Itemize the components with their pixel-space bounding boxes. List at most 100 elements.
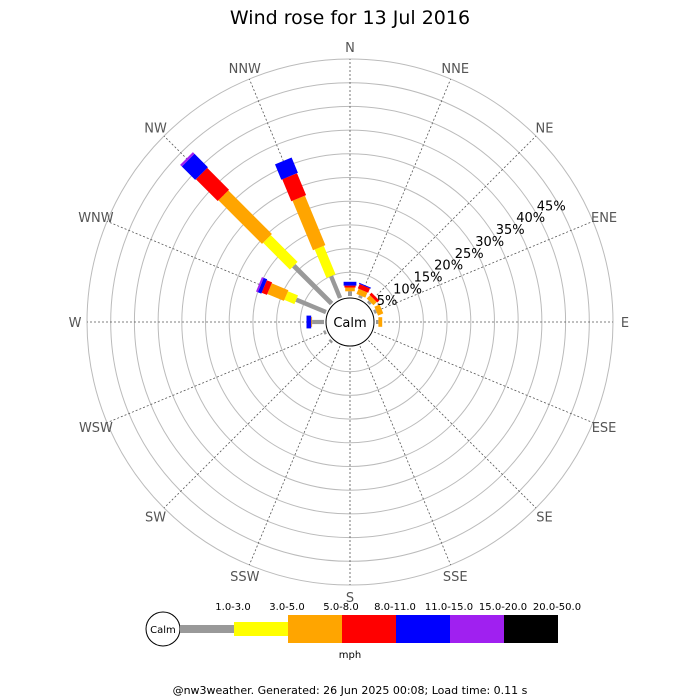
spoke-ese [373,331,594,424]
petal-nnw-bin-4 [282,173,307,202]
direction-label-ssw: SSW [230,570,260,585]
spoke-ne [368,135,537,304]
direction-label-sw: SW [145,510,166,525]
petal-e-bin-3 [378,317,383,327]
direction-label-ene: ENE [591,211,617,226]
legend-swatch-1 [180,625,234,633]
petal-ene-bin-1 [373,309,377,314]
petal-nw-bin-2 [263,235,298,270]
legend-label-5: 11.0-15.0 [425,602,473,613]
direction-label-wnw: WNW [78,211,114,226]
radial-tick-label-2: 10% [393,282,422,297]
petal-nw-bin-3 [218,190,272,244]
petal-nne-bin-1 [358,295,363,299]
grid-ring-1 [299,271,401,373]
petal-w-bin-1 [312,319,324,325]
radial-tick-label-4: 20% [434,259,463,274]
petal-nw-bin-4 [195,167,229,201]
radial-tick-label-6: 30% [475,235,504,250]
petal-nw-bin-1 [292,264,334,306]
legend-swatch-2 [234,622,288,636]
petal-wnw-bin-1 [295,297,327,315]
petal-n-bin-1 [348,291,352,296]
petal-n-bin-5 [343,281,357,286]
petal-n-bin-4 [344,285,356,288]
petal-ne-bin-4 [369,292,380,303]
radial-tick-label-1: 5% [377,294,398,309]
direction-label-e: E [621,316,629,331]
petal-nne-bin-3 [356,288,368,298]
petal-nnw-bin-1 [329,275,343,299]
speed-legend: Calm 1.0-3.0 3.0-5.0 5.0-8.0 8.0-11.0 11.0-1… [145,602,581,661]
direction-label-ese: ESE [592,421,617,436]
spoke-nne [359,78,452,299]
petal-nw-bin-5 [181,153,208,180]
legend-label-7: 20.0-50.0 [533,602,581,613]
grid-ring-4 [228,200,472,444]
direction-label-w: W [69,316,82,331]
legend-label-4: 8.0-11.0 [374,602,416,613]
direction-label-s: S [346,591,354,606]
radial-tick-label-7: 35% [496,223,525,238]
radial-tick-label-9: 45% [537,199,566,214]
petal-sw-bin-1 [328,339,333,344]
petal-nne-bin-5 [359,282,372,289]
radial-tick-label-3: 15% [414,270,443,285]
petal-nne-bin-4 [357,284,370,293]
spoke-wnw [106,220,327,313]
legend-swatch-4 [342,615,396,643]
legend-unit: mph [339,650,361,661]
chart-title: Wind rose for 13 Jul 2016 [230,7,470,29]
petal-nnw-bin-3 [292,195,326,251]
spoke-nnw [248,78,341,299]
petal-ne-bin-1 [367,300,372,305]
calm-circle: Calm [325,297,375,347]
legend-label-1: 1.0-3.0 [215,602,250,613]
grid-ring-5 [205,177,495,467]
direction-label-n: N [345,41,355,56]
legend-calm-label: Calm [150,625,176,636]
legend-label-2: 3.0-5.0 [269,602,304,613]
petal-wnw-bin-4 [261,280,273,295]
petal-nnw-bin-2 [314,245,336,278]
petal-wnw-bin-6 [256,277,264,293]
grid-ring-3 [252,224,448,420]
radial-tick-labels: 5%10%15%20%25%30%35%40%45% [377,199,566,309]
direction-label-sse: SSE [443,570,468,585]
petal-ne-bin-3 [366,295,377,306]
legend-label-6: 15.0-20.0 [479,602,527,613]
petal-wsw-bin-1 [323,330,327,335]
footer-text: @nw3weather. Generated: 26 Jun 2025 00:0… [173,684,528,697]
petal-nnw-bin-5 [275,157,298,180]
direction-label-nw: NW [144,122,167,137]
legend-swatch-5 [396,615,450,643]
direction-labels: N NNE NE ENE E ESE SE SSE S SSW SW WSW W WNW NW NNW [69,41,630,606]
petal-e-bin-1 [376,320,379,324]
spoke-wsw [106,331,327,424]
petal-wnw-bin-5 [257,277,268,294]
petal-w-bin-3 [311,317,313,327]
direction-label-wsw: WSW [79,421,113,436]
legend-swatch-7 [504,615,558,643]
legend-label-3: 5.0-8.0 [323,602,358,613]
spoke-sse [359,345,452,566]
radial-tick-label-8: 40% [516,211,545,226]
calm-label: Calm [333,316,366,331]
direction-label-ne: NE [535,122,553,137]
direction-label-nnw: NNW [229,62,261,77]
petal-ene-bin-3 [374,304,384,316]
legend-swatch-6 [450,615,504,643]
petal-w-bin-5 [306,315,312,329]
petal-nw-bin-6 [180,152,195,167]
radial-tick-label-5: 25% [455,247,484,262]
spoke-se [368,340,537,509]
legend-swatch-3 [288,615,342,643]
petal-wnw-bin-2 [284,291,298,305]
spoke-ene [373,220,594,313]
grid-ring-6 [181,153,519,491]
spoke-sw [163,340,332,509]
wind-petals [180,152,384,344]
grid-ring-2 [276,248,424,396]
direction-label-nne: NNE [441,62,469,77]
